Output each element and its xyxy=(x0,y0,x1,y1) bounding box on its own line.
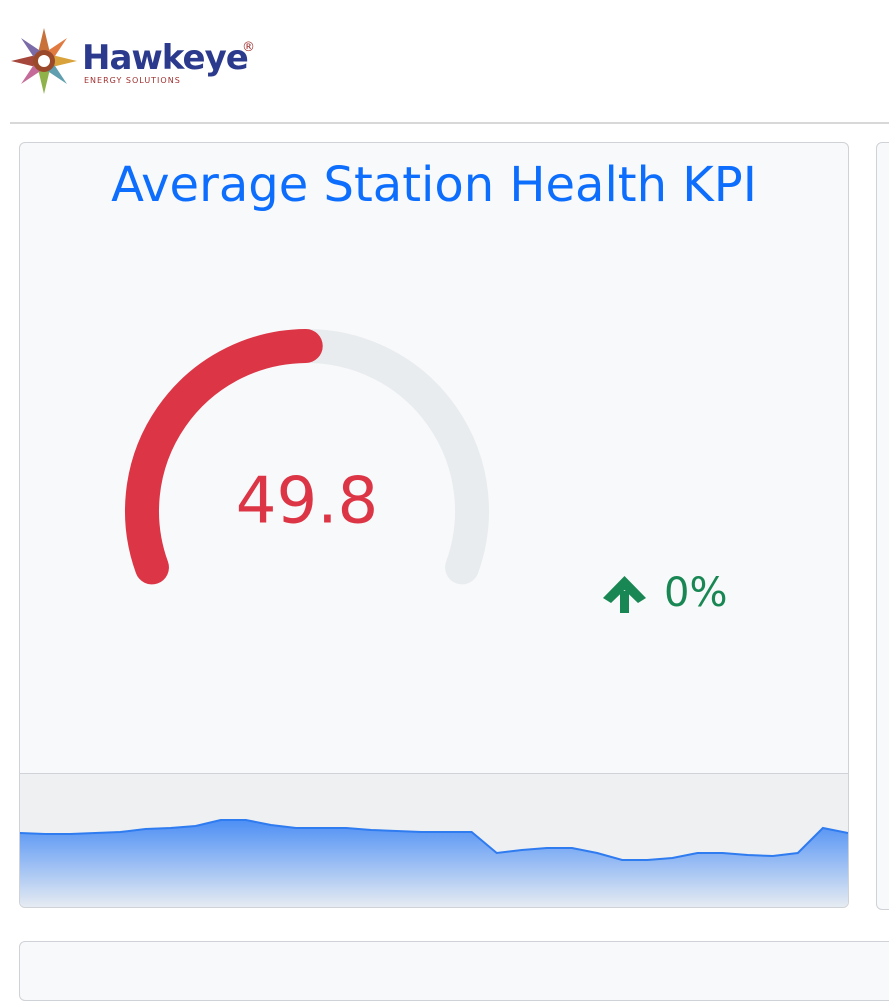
divider xyxy=(10,122,889,124)
gauge-bar xyxy=(125,329,323,585)
lower-card xyxy=(19,941,889,1001)
card-title: Average Station Health KPI xyxy=(111,157,757,213)
sparkline-line xyxy=(20,819,848,861)
page: Hawkeye ® ENERGY SOLUTIONS Average Stati… xyxy=(10,26,889,1001)
registered: ® xyxy=(242,40,255,55)
logo-icon xyxy=(11,28,77,94)
sparkline-area xyxy=(20,820,848,907)
logo: Hawkeye ® ENERGY SOLUTIONS xyxy=(10,26,270,96)
next-card xyxy=(876,142,889,910)
tagline: ENERGY SOLUTIONS xyxy=(84,76,181,85)
brand: Hawkeye xyxy=(82,38,249,78)
gauge-value: 49.8 xyxy=(236,465,379,539)
card-graphics: 0% 49.8 xyxy=(20,329,848,907)
change-text: 0% xyxy=(664,570,727,616)
arrow-up-icon xyxy=(603,576,646,613)
kpi-card: Average Station Health KPI 0% 49.8 xyxy=(19,142,849,908)
